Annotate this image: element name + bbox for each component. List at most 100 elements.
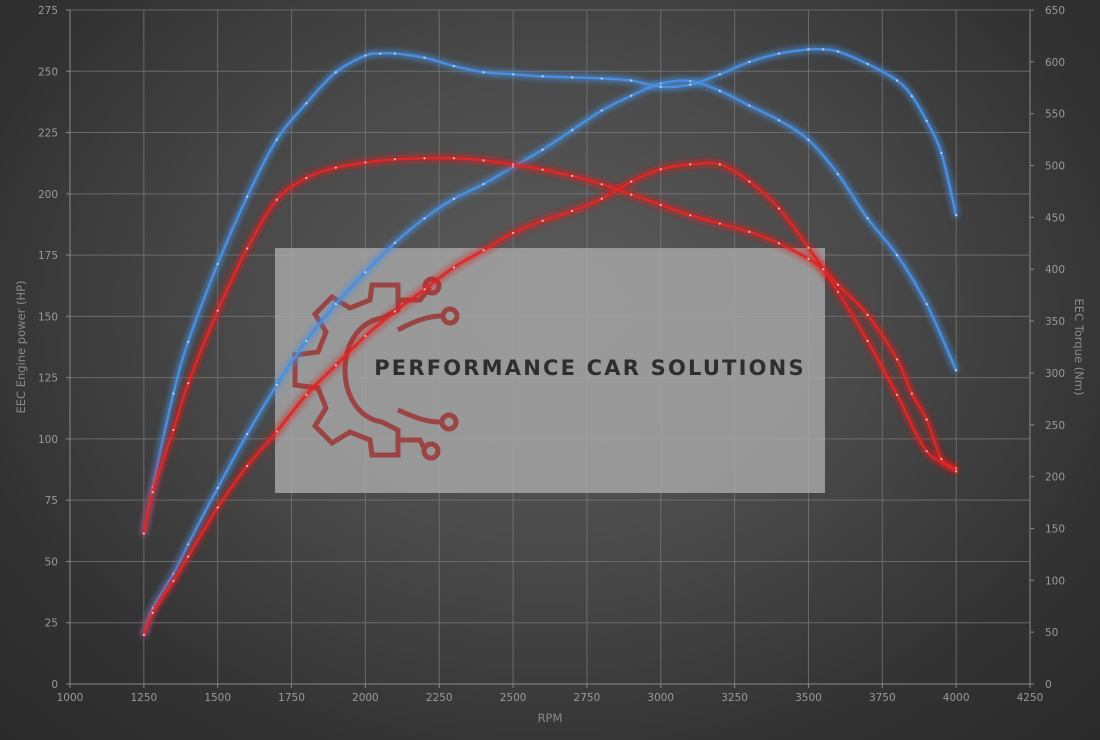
data-point (246, 247, 249, 250)
data-point (364, 161, 367, 164)
data-point (482, 249, 485, 252)
data-point (452, 266, 456, 269)
data-point (836, 173, 840, 176)
data-point (718, 73, 721, 76)
data-point (866, 313, 869, 316)
right-tick-label: 650 (1045, 5, 1065, 17)
data-point (600, 197, 603, 200)
watermark-text: PERFORMANCE CAR SOLUTIONS (374, 356, 806, 380)
data-point (393, 310, 397, 313)
x-tick-label: 3500 (795, 692, 822, 704)
data-point (955, 470, 958, 473)
right-tick-label: 100 (1045, 575, 1065, 587)
data-point (541, 75, 544, 78)
data-point (659, 82, 662, 85)
data-point (777, 207, 781, 210)
data-point (216, 262, 219, 266)
left-tick-label: 175 (38, 250, 58, 262)
left-tick-label: 200 (38, 189, 58, 201)
data-point (379, 52, 382, 55)
data-point (172, 392, 175, 395)
data-point (423, 288, 426, 291)
axis-ticks: 1000 1250 1500 1750 2000 2250 2500 2750 3000 3250… (38, 5, 1065, 704)
data-point (600, 183, 603, 186)
left-tick-label: 100 (38, 434, 58, 446)
data-point (334, 71, 337, 74)
series-line-3 (142, 161, 958, 637)
data-point (571, 174, 574, 178)
data-point (718, 222, 721, 225)
x-tick-label: 4250 (1017, 692, 1044, 704)
data-point (187, 340, 190, 343)
data-point (925, 303, 928, 306)
data-point (571, 128, 574, 132)
series-line-1 (142, 79, 958, 637)
series (142, 47, 958, 637)
series-line-2 (142, 47, 958, 535)
data-point (216, 486, 219, 490)
data-point (151, 491, 154, 494)
data-point (482, 159, 485, 162)
data-point (216, 506, 219, 509)
data-point (393, 158, 397, 161)
data-point (822, 48, 825, 51)
right-tick-label: 450 (1045, 212, 1065, 224)
data-point (866, 217, 869, 220)
data-point (364, 54, 367, 57)
data-point (910, 392, 913, 395)
x-tick-label: 1500 (204, 692, 231, 704)
data-point (541, 168, 544, 171)
data-point (895, 393, 899, 396)
data-point (305, 393, 308, 396)
right-tick-label: 250 (1045, 420, 1065, 432)
data-point (275, 138, 278, 141)
x-tick-label: 4000 (943, 692, 970, 704)
data-point (689, 214, 692, 217)
data-point (777, 242, 781, 245)
data-point (187, 382, 190, 385)
left-axis-title: EEC Engine power (HP) (14, 280, 28, 413)
left-tick-label: 50 (45, 556, 58, 568)
data-point (142, 633, 145, 637)
data-point (482, 71, 485, 74)
data-point (423, 56, 426, 59)
x-tick-label: 3250 (721, 692, 748, 704)
data-point (748, 104, 751, 107)
data-point (393, 241, 397, 244)
data-point (748, 60, 751, 63)
right-tick-label: 350 (1045, 316, 1065, 328)
data-point (659, 168, 662, 171)
data-point (246, 195, 249, 198)
data-point (836, 283, 840, 286)
data-point (807, 48, 810, 51)
data-point (246, 464, 249, 467)
left-tick-label: 75 (45, 495, 58, 507)
right-tick-label: 500 (1045, 161, 1065, 173)
data-point (334, 303, 337, 306)
data-point (777, 52, 781, 55)
x-axis-title: RPM (538, 711, 563, 725)
data-point (275, 383, 278, 387)
data-point (172, 428, 175, 432)
data-point (511, 165, 515, 168)
data-point (895, 253, 899, 257)
x-tick-label: 2500 (500, 692, 527, 704)
data-point (600, 77, 603, 80)
data-point (452, 197, 456, 200)
data-point (895, 79, 899, 82)
data-point (630, 180, 633, 183)
data-point (748, 230, 751, 234)
data-point (925, 418, 928, 421)
left-tick-label: 250 (38, 66, 58, 78)
data-point (151, 606, 154, 610)
data-point (511, 163, 515, 166)
data-point (836, 290, 840, 293)
gear-circuit-logo (292, 276, 460, 461)
data-point (305, 176, 308, 180)
data-point (600, 109, 603, 112)
data-point (151, 611, 154, 615)
left-tick-label: 0 (51, 679, 58, 691)
data-point (955, 214, 958, 217)
data-point (955, 467, 958, 470)
